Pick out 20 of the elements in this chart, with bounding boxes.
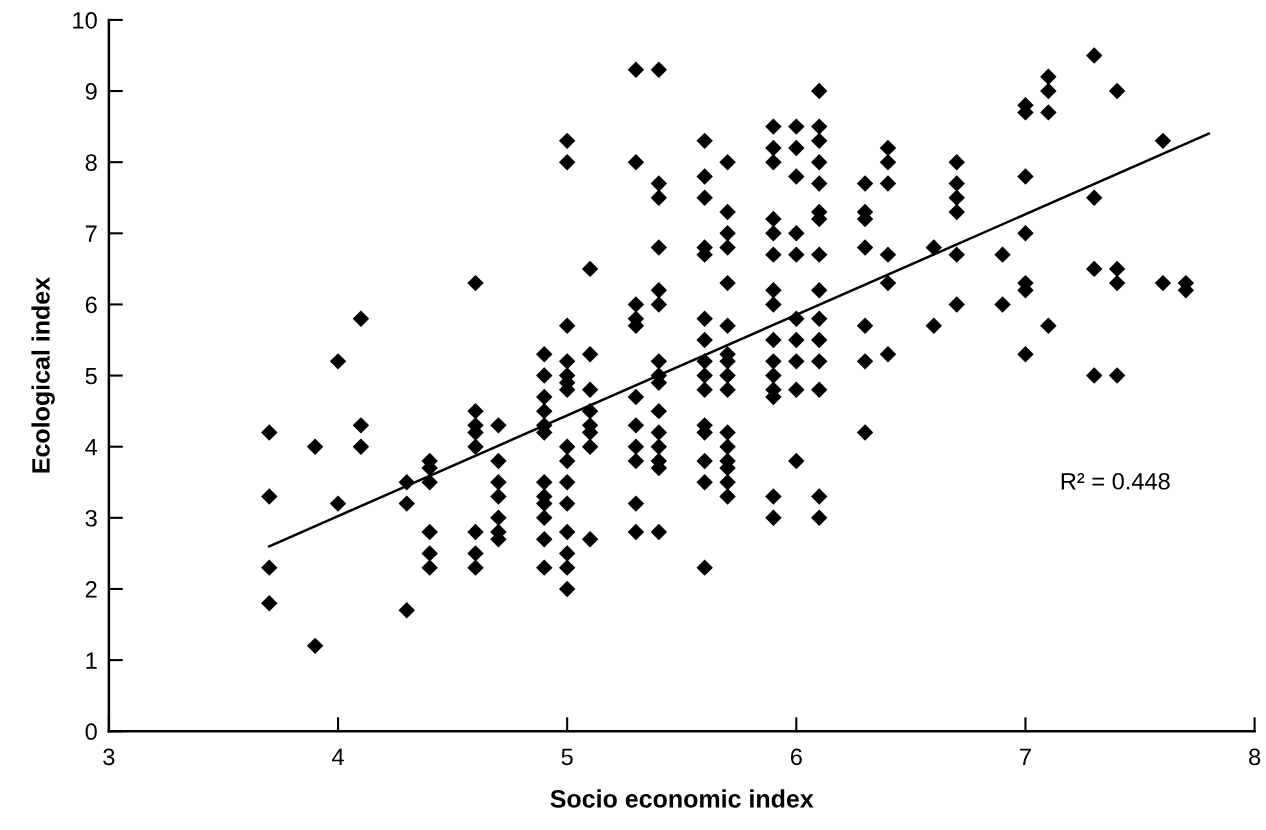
annotation: R² = 0.448 xyxy=(1061,472,1170,490)
y-tick-label: 4 xyxy=(85,439,98,456)
y-tick-label: 8 xyxy=(85,154,97,171)
x-tick-label: 6 xyxy=(790,748,802,766)
x-tick-label: 4 xyxy=(332,748,344,766)
x-axis-title: Socio economic index xyxy=(550,789,814,808)
y-tick-label: 2 xyxy=(85,581,97,598)
x-tick-label: 5 xyxy=(561,748,573,766)
y-tick-label: 3 xyxy=(85,509,97,527)
y-tick-label: 7 xyxy=(85,225,97,242)
x-tick-label: 3 xyxy=(103,748,115,766)
y-axis-title: Ecological index xyxy=(31,277,55,473)
x-tick-label: 8 xyxy=(1249,748,1261,766)
x-tick-label: 7 xyxy=(1020,748,1031,766)
y-tick-label: 5 xyxy=(85,367,97,385)
y-tick-label: 9 xyxy=(85,83,97,100)
y-tick-label: 1 xyxy=(86,652,97,669)
y-tick-label: 0 xyxy=(85,723,97,741)
y-tick-label: 10 xyxy=(73,11,97,29)
y-tick-label: 6 xyxy=(85,296,97,314)
